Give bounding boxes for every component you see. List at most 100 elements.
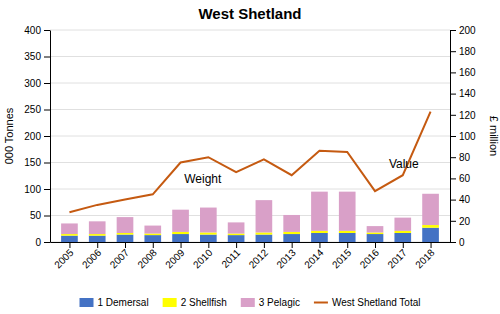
- axis-line: [51, 242, 451, 243]
- tick-label: 2014: [302, 247, 326, 271]
- tick: 50: [30, 210, 50, 221]
- tick-mark: [450, 51, 456, 52]
- tick-label: 200: [24, 131, 41, 142]
- tick-label: 2011: [219, 247, 242, 270]
- bar: [394, 231, 411, 233]
- y2-axis: 020406080100120140160180200: [450, 25, 476, 248]
- legend-item: West Shetland Total: [314, 297, 421, 308]
- grid-line: [50, 56, 450, 57]
- legend-swatch: [163, 298, 177, 307]
- tick: 2006: [80, 242, 104, 270]
- annotation: Value: [389, 157, 419, 171]
- bar: [256, 235, 273, 242]
- tick-mark: [431, 242, 432, 248]
- tick: 120: [450, 110, 476, 121]
- bar: [144, 235, 161, 242]
- legend-swatch: [80, 298, 94, 307]
- tick-mark: [44, 83, 50, 84]
- tick: 250: [24, 104, 50, 115]
- bar: [117, 233, 134, 235]
- tick-label: 2010: [191, 247, 215, 271]
- bar: [394, 218, 411, 231]
- tick: 2011: [219, 242, 242, 270]
- bar: [172, 234, 189, 242]
- tick: 400: [24, 25, 50, 36]
- tick: 180: [450, 46, 476, 57]
- y2-axis-title: £ million: [488, 116, 500, 156]
- tick-label: 2007: [108, 247, 132, 271]
- tick: 0: [35, 237, 50, 248]
- tick: 80: [450, 152, 471, 163]
- tick-mark: [450, 72, 456, 73]
- grid-line: [50, 215, 450, 216]
- y-axis-title: 000 Tonnes: [3, 107, 15, 164]
- tick-label: 40: [459, 194, 471, 205]
- tick-label: 2017: [385, 247, 409, 271]
- tick-mark: [450, 242, 456, 243]
- bar: [89, 236, 106, 242]
- tick-label: 2018: [413, 247, 437, 271]
- bar: [339, 192, 356, 231]
- bar: [61, 223, 78, 234]
- tick: 200: [450, 25, 476, 36]
- tick-mark: [69, 242, 70, 248]
- tick-label: 2012: [247, 247, 271, 271]
- bar: [117, 235, 134, 242]
- grid-line: [50, 242, 450, 243]
- tick: 2010: [191, 242, 215, 270]
- tick-label: 120: [459, 110, 476, 121]
- tick-mark: [208, 242, 209, 248]
- tick: 140: [450, 88, 476, 99]
- bar: [200, 232, 217, 234]
- tick-mark: [44, 242, 50, 243]
- tick-mark: [375, 242, 376, 248]
- tick-label: 150: [24, 157, 41, 168]
- tick-label: 2015: [330, 247, 354, 271]
- bar: [339, 231, 356, 233]
- tick-mark: [450, 200, 456, 201]
- tick-label: 100: [24, 184, 41, 195]
- axis-line: [50, 31, 51, 243]
- tick-mark: [44, 136, 50, 137]
- grid-line: [50, 30, 450, 31]
- annotations: WeightValue: [184, 157, 419, 186]
- legend-label: 2 Shellfish: [181, 297, 227, 308]
- bar: [228, 234, 245, 236]
- tick-mark: [153, 242, 154, 248]
- legend-item: 2 Shellfish: [163, 297, 227, 308]
- legend-swatch: [314, 302, 328, 304]
- tick-mark: [125, 242, 126, 248]
- bar: [422, 225, 439, 228]
- line: [69, 112, 430, 213]
- bar: [367, 232, 384, 234]
- tick-mark: [264, 242, 265, 248]
- bar: [367, 226, 384, 232]
- bar: [256, 232, 273, 234]
- tick: 2008: [135, 242, 159, 270]
- bar: [311, 233, 328, 242]
- grid-line: [50, 189, 450, 190]
- tick-label: 180: [459, 46, 476, 57]
- grid-line: [50, 83, 450, 84]
- tick: 150: [24, 157, 50, 168]
- tick-label: 2009: [163, 247, 187, 271]
- bar-series: [61, 192, 439, 234]
- tick: 20: [450, 216, 471, 227]
- tick-label: 160: [459, 67, 476, 78]
- tick-mark: [181, 242, 182, 248]
- tick-label: 2016: [358, 247, 382, 271]
- legend-label: West Shetland Total: [332, 297, 421, 308]
- tick-label: 50: [30, 210, 42, 221]
- tick: 2018: [413, 242, 437, 270]
- grid: [50, 30, 450, 242]
- bar: [339, 233, 356, 242]
- marks: [61, 112, 439, 242]
- bar: [172, 232, 189, 234]
- bar: [228, 222, 245, 233]
- bar: [311, 192, 328, 231]
- tick-label: 2008: [135, 247, 159, 271]
- tick-label: 350: [24, 51, 41, 62]
- tick: 200: [24, 131, 50, 142]
- x-axis: 2005200620072008200920102011201220132014…: [51, 242, 451, 270]
- title: West Shetland: [198, 5, 301, 22]
